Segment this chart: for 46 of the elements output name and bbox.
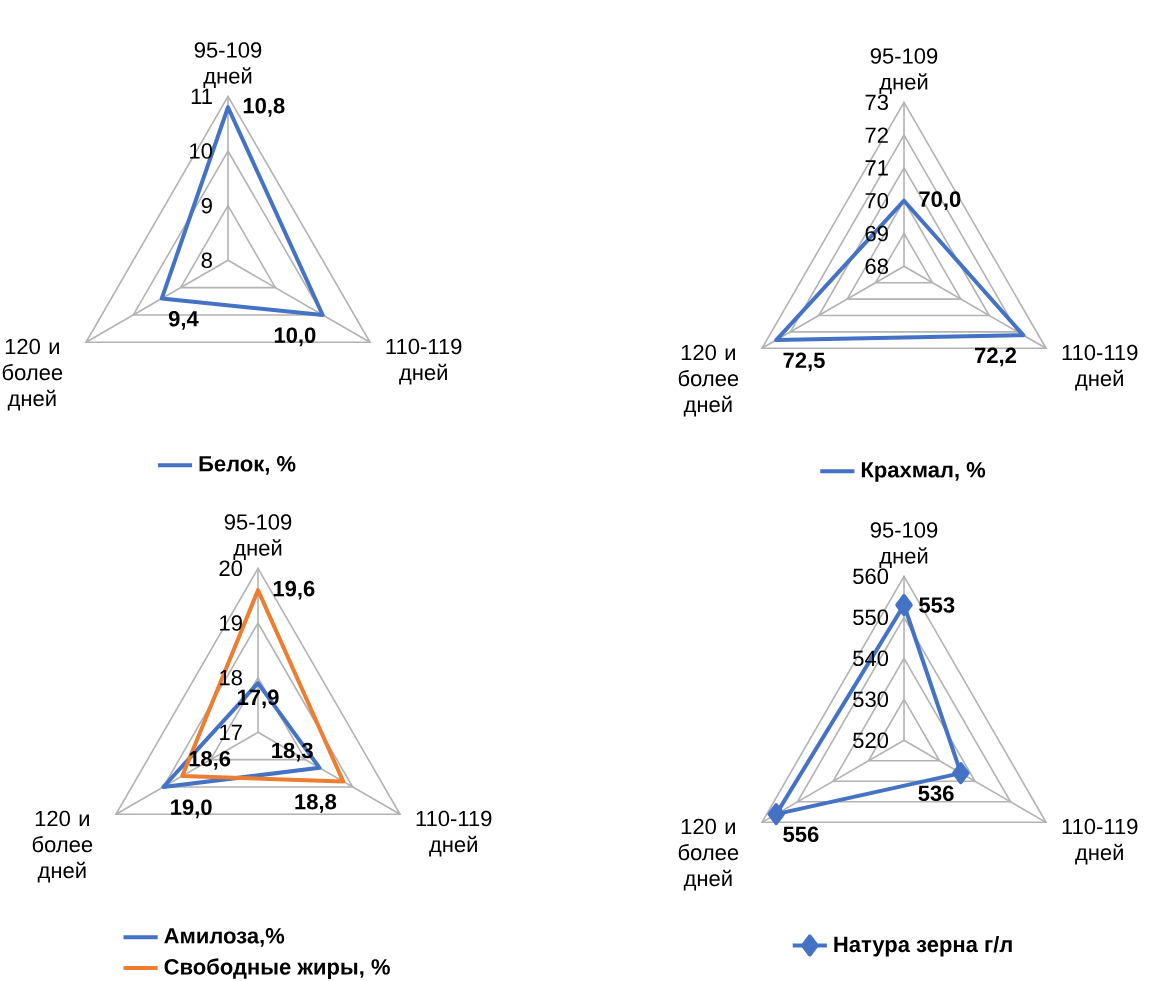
data-label: 18,6 — [189, 750, 231, 770]
y-tick-label: 19 — [220, 615, 242, 631]
data-label: 19,0 — [171, 799, 212, 819]
y-tick-label: 71 — [865, 160, 888, 176]
spoke-label: 95-109 дней — [194, 42, 262, 88]
spoke-label: 110-119 дней — [416, 810, 492, 857]
spoke-label: 110-119 дней — [1062, 818, 1138, 865]
legend-label: Амилоза,% — [164, 928, 285, 947]
data-label: 72,2 — [975, 347, 1017, 367]
y-tick-label: 9 — [201, 197, 212, 214]
legend-label: Свободные жиры, % — [164, 958, 390, 979]
legend-label: Натура зерна г/л — [834, 936, 1012, 957]
spoke-label: 110-119 дней — [1062, 344, 1138, 391]
y-tick-label: 72 — [865, 127, 888, 143]
y-tick-label: 11 — [191, 88, 212, 104]
data-label: 553 — [919, 597, 955, 613]
data-label: 19,6 — [273, 580, 315, 600]
spoke-label: 120 и более дней — [2, 338, 63, 411]
y-tick-label: 550 — [853, 609, 889, 626]
spoke-label: 120 и более дней — [32, 810, 93, 883]
data-label: 18,8 — [295, 793, 337, 813]
y-tick-label: 560 — [853, 568, 889, 585]
y-tick-label: 8 — [201, 252, 212, 269]
spoke-label: 95-109 дней — [870, 522, 938, 568]
spoke-label: 110-119 дней — [386, 338, 462, 385]
data-label: 72,5 — [783, 352, 825, 372]
y-tick-label: 20 — [219, 560, 243, 577]
legend-label: Крахмал, % — [861, 462, 986, 482]
legend-label: Белок, % — [199, 456, 296, 475]
y-tick-label: 10 — [190, 143, 213, 159]
y-tick-label: 17 — [220, 724, 242, 740]
y-tick-label: 70 — [865, 192, 889, 209]
y-tick-label: 68 — [865, 258, 888, 275]
data-label: 10,0 — [274, 327, 316, 347]
data-label: 556 — [783, 826, 819, 843]
data-label: 70,0 — [919, 191, 961, 211]
data-label: 536 — [918, 785, 954, 802]
spoke-label: 120 и более дней — [678, 344, 739, 417]
y-tick-label: 530 — [853, 691, 889, 708]
y-tick-label: 73 — [865, 94, 888, 111]
data-label: 10,8 — [243, 97, 285, 117]
y-tick-label: 520 — [853, 732, 889, 749]
data-label: 9,4 — [168, 311, 199, 330]
spoke-label: 95-109 дней — [870, 48, 938, 94]
spoke-label: 95-109 дней — [224, 514, 292, 560]
spoke-label: 120 и более дней — [678, 818, 739, 891]
